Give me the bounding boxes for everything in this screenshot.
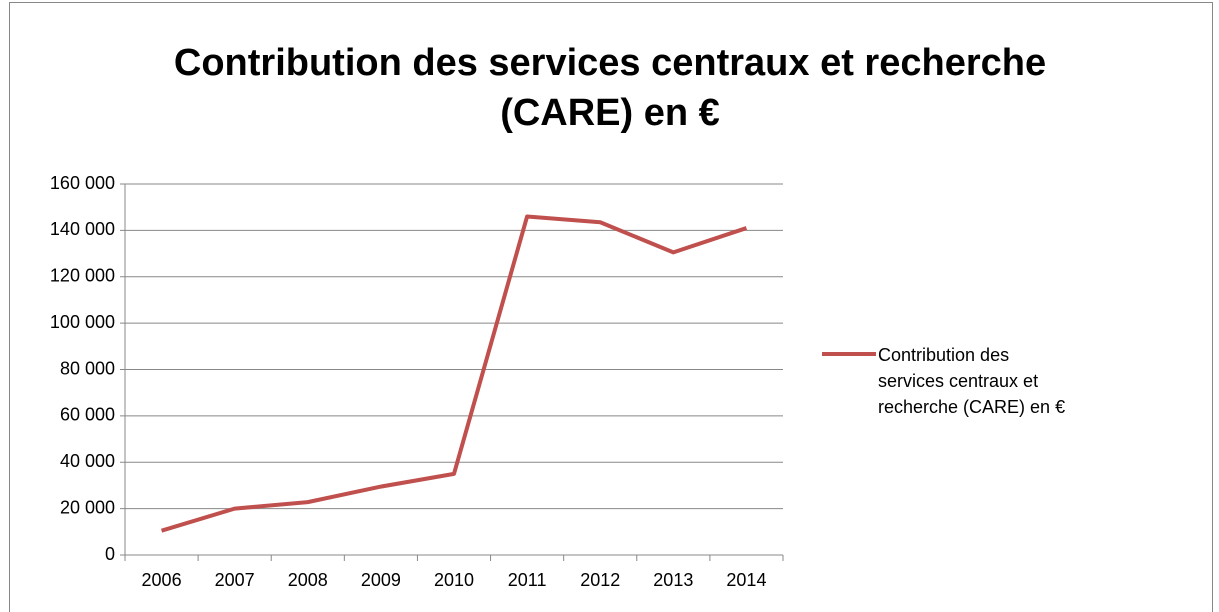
y-tick-label: 20 000 [60, 497, 115, 517]
y-tick-label: 0 [105, 544, 115, 564]
y-tick-label: 60 000 [60, 405, 115, 425]
chart-title: Contribution des services centraux et re… [173, 42, 1047, 134]
y-tick-label: 160 000 [50, 173, 115, 193]
x-tick-label: 2006 [142, 570, 182, 590]
frame [9, 2, 1213, 612]
y-tick-label: 80 000 [60, 358, 115, 378]
x-tick-label: 2008 [288, 570, 328, 590]
legend-label: Contribution des services centraux et re… [878, 345, 1066, 417]
x-tick-label: 2010 [434, 570, 474, 590]
x-tick-label: 2009 [361, 570, 401, 590]
x-tick-label: 2011 [508, 570, 547, 590]
y-tick-label: 40 000 [60, 451, 115, 471]
x-tick-label: 2007 [215, 570, 255, 590]
x-tick-label: 2012 [580, 570, 620, 590]
y-tick-label: 100 000 [50, 312, 115, 332]
x-tick-label: 2014 [726, 570, 766, 590]
y-tick-label: 120 000 [50, 266, 115, 286]
x-tick-label: 2013 [653, 570, 693, 590]
y-tick-label: 140 000 [50, 219, 115, 239]
series-line [160, 214, 748, 533]
